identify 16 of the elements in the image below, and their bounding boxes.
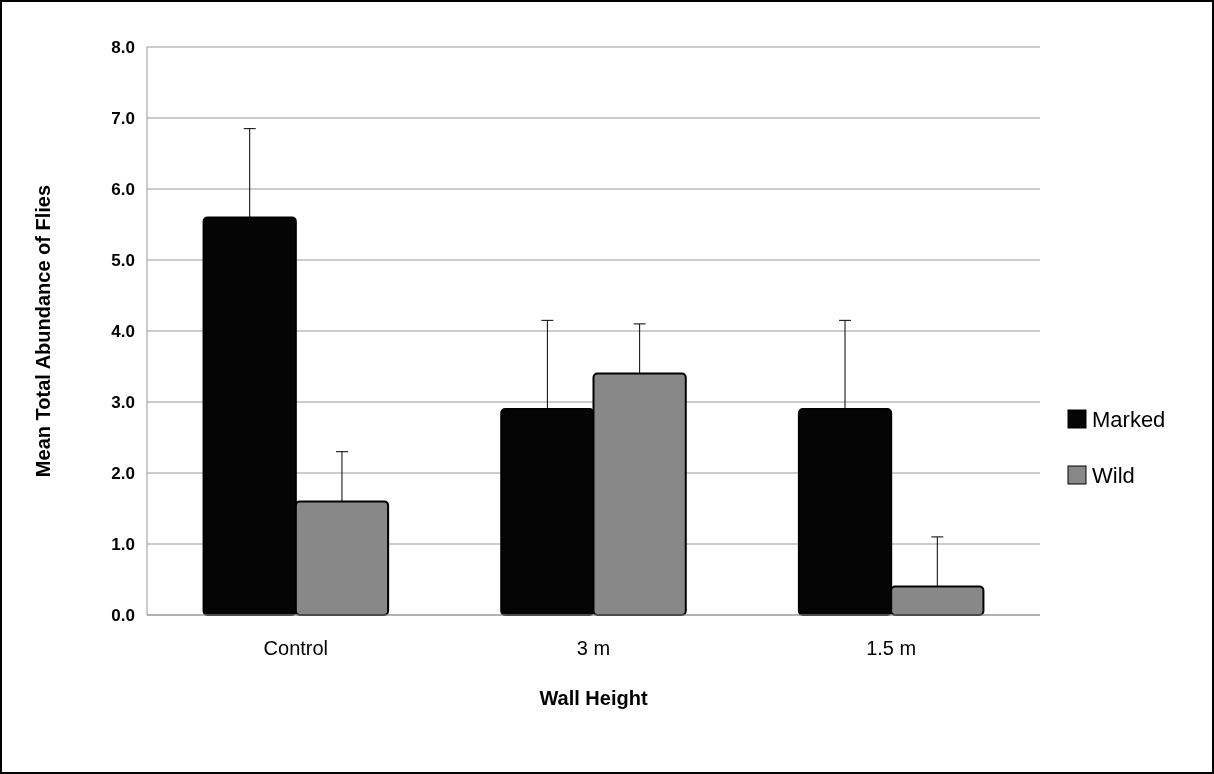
x-tick-label: Control [263, 637, 329, 659]
y-axis-title: Mean Total Abundance of Flies [32, 184, 54, 478]
y-tick-label: 4.0 [111, 321, 135, 341]
y-tick-label: 5.0 [111, 250, 135, 270]
y-tick-label: 0.0 [111, 605, 135, 625]
x-tick-label: 1.5 m [866, 637, 917, 659]
y-tick-label: 3.0 [111, 392, 135, 412]
y-tick-label: 2.0 [111, 463, 135, 483]
x-axis-title: Wall Height [539, 687, 648, 709]
y-tick-label: 1.0 [111, 534, 135, 554]
legend-label: Marked [1092, 406, 1166, 432]
legend-label: Wild [1092, 462, 1135, 488]
x-tick-label: 3 m [576, 637, 611, 659]
y-tick-label: 7.0 [111, 108, 135, 128]
y-tick-label: 8.0 [111, 37, 135, 57]
y-tick-label: 6.0 [111, 179, 135, 199]
